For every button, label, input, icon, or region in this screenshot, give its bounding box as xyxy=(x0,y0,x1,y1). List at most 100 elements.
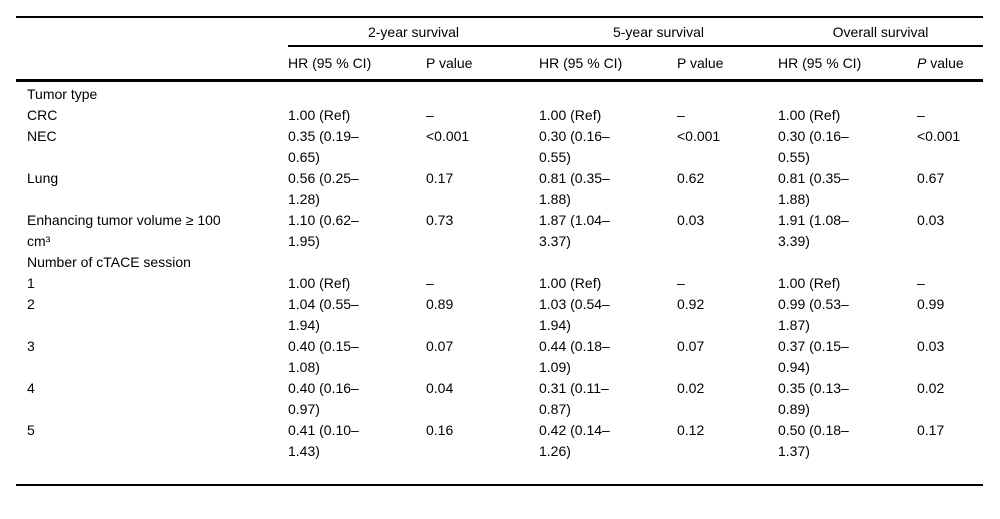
row-label: Tumor type xyxy=(27,86,98,102)
hr-ci-cell: 0.81 (0.35– 1.88) xyxy=(539,170,610,207)
hr-ci-cell: 0.50 (0.18– 1.37) xyxy=(778,420,917,486)
row-label: CRC xyxy=(27,107,58,123)
row-label: NEC xyxy=(27,128,57,144)
subheader-pvalue-2yr: P value xyxy=(426,46,539,82)
hr-ci-cell: 1.04 (0.55– 1.94) xyxy=(288,296,359,333)
hr-ci-cell: 0.41 (0.10– 1.43) xyxy=(288,420,426,486)
data-row: CRC 1.00 (Ref) – 1.00 (Ref) – 1.00 (Ref) – xyxy=(16,105,983,126)
hr-ci-cell: 0.35 (0.13– 0.89) xyxy=(778,380,849,417)
p-value-cell: 0.16 xyxy=(426,420,539,486)
data-row: 3 0.40 (0.15– 1.08) 0.07 0.44 (0.18– 1.09) 0… xyxy=(16,336,983,378)
p-value-cell: 0.02 xyxy=(917,380,945,396)
p-value-cell: – xyxy=(426,107,434,123)
p-value-cell xyxy=(426,81,539,106)
data-row: Enhancing tumor volume ≥ 100 cm³ 1.10 (0.… xyxy=(16,210,983,252)
p-value-cell: 0.02 xyxy=(677,380,705,396)
hr-ci-cell: 1.00 (Ref) xyxy=(778,107,841,123)
p-value-cell: 0.07 xyxy=(426,338,454,354)
row-label: 4 xyxy=(27,380,35,396)
p-value-cell xyxy=(917,252,983,273)
subheader-pvalue-5yr: P value xyxy=(677,46,778,82)
hr-ci-cell: 1.10 (0.62– 1.95) xyxy=(288,212,359,249)
data-row: Lung 0.56 (0.25– 1.28) 0.17 0.81 (0.35– 1.8… xyxy=(16,168,983,210)
p-value-cell: 0.03 xyxy=(917,212,945,228)
p-value-cell: 0.03 xyxy=(677,212,705,228)
p-value-cell: – xyxy=(677,107,685,123)
row-label: Lung xyxy=(27,170,59,186)
hr-ci-cell: 1.03 (0.54– 1.94) xyxy=(539,296,610,333)
p-value-cell: 0.89 xyxy=(426,296,454,312)
p-value-cell: 0.62 xyxy=(677,170,705,186)
data-row: 4 0.40 (0.16– 0.97) 0.04 0.31 (0.11– 0.87) 0… xyxy=(16,378,983,420)
hr-ci-cell: 0.37 (0.15– 0.94) xyxy=(778,338,849,375)
subheader-hr-2yr: HR (95 % CI) xyxy=(288,46,426,82)
section-header-row: Number of cTACE session xyxy=(16,252,983,273)
hr-ci-cell: 0.40 (0.15– 1.08) xyxy=(288,338,359,375)
data-row: 5 0.41 (0.10– 1.43) 0.16 0.42 (0.14– 1.26) 0… xyxy=(16,420,984,486)
row-label: 2 xyxy=(27,296,35,312)
p-value-cell: 0.92 xyxy=(677,296,705,312)
p-value-cell: 0.17 xyxy=(917,420,984,486)
group-header-row: 2-year survival 5-year survival Overall … xyxy=(16,17,984,47)
p-value-cell: – xyxy=(426,275,434,291)
p-value-cell: <0.001 xyxy=(677,128,721,144)
p-value-cell: 0.03 xyxy=(917,338,945,354)
hr-ci-cell: 0.81 (0.35– 1.88) xyxy=(778,170,849,207)
row-label: 3 xyxy=(27,338,35,354)
p-value-cell: 0.07 xyxy=(677,338,705,354)
p-value-cell xyxy=(677,81,778,106)
data-row: 1 1.00 (Ref) – 1.00 (Ref) – 1.00 (Ref) – xyxy=(16,273,983,294)
hr-ci-cell xyxy=(288,252,426,273)
hr-ci-cell xyxy=(778,81,917,106)
p-value-cell: 0.67 xyxy=(917,170,945,186)
hr-ci-cell: 0.40 (0.16– 0.97) xyxy=(288,380,359,417)
hr-ci-cell xyxy=(539,252,677,273)
p-value-cell: 0.17 xyxy=(426,170,454,186)
subheader-hr-5yr: HR (95 % CI) xyxy=(539,46,677,82)
p-value-cell xyxy=(677,252,778,273)
hr-ci-cell: 1.00 (Ref) xyxy=(539,275,602,291)
subheader-hr-overall: HR (95 % CI) xyxy=(778,46,917,82)
hr-ci-cell: 1.00 (Ref) xyxy=(288,107,351,123)
hr-ci-cell: 0.35 (0.19– 0.65) xyxy=(288,128,359,165)
row-label: 1 xyxy=(27,275,35,291)
hr-ci-cell xyxy=(539,81,677,106)
table-body: Tumor type CRC 1.00 (Ref) – 1.00 (Ref) – 1.00 … xyxy=(16,81,984,486)
survival-hazard-ratio-table: 2-year survival 5-year survival Overall … xyxy=(16,16,984,486)
hr-ci-cell: 0.30 (0.16– 0.55) xyxy=(778,128,849,165)
hr-ci-cell: 1.91 (1.08– 3.39) xyxy=(778,212,849,249)
corner-cell xyxy=(16,46,288,82)
row-label: Enhancing tumor volume ≥ 100 cm³ xyxy=(27,212,221,249)
p-value-cell: 0.73 xyxy=(426,212,454,228)
hr-ci-cell: 0.30 (0.16– 0.55) xyxy=(539,128,610,165)
p-value-cell xyxy=(426,252,539,273)
hr-ci-cell: 0.44 (0.18– 1.09) xyxy=(539,338,610,375)
hr-ci-cell: 0.42 (0.14– 1.26) xyxy=(539,420,677,486)
section-header-row: Tumor type xyxy=(16,81,983,106)
sub-header-row: HR (95 % CI) P value HR (95 % CI) P valu… xyxy=(16,46,984,82)
data-row: 2 1.04 (0.55– 1.94) 0.89 1.03 (0.54– 1.94) 0… xyxy=(16,294,983,336)
hr-ci-cell: 0.31 (0.11– 0.87) xyxy=(539,380,609,417)
p-value-cell: – xyxy=(677,275,685,291)
row-label: 5 xyxy=(16,420,288,486)
hr-ci-cell: 0.56 (0.25– 1.28) xyxy=(288,170,359,207)
p-value-cell xyxy=(917,81,983,106)
p-value-cell: <0.001 xyxy=(426,128,470,144)
p-value-cell: 0.99 xyxy=(917,296,945,312)
p-value-cell: – xyxy=(917,275,925,291)
hr-ci-cell xyxy=(288,81,426,106)
col-group-overall-survival: Overall survival xyxy=(778,17,984,47)
p-value-cell: 0.12 xyxy=(677,420,778,486)
col-group-5-year-survival: 5-year survival xyxy=(539,17,778,47)
hr-ci-cell: 1.00 (Ref) xyxy=(539,107,602,123)
hr-ci-cell xyxy=(778,252,917,273)
p-value-cell: 0.04 xyxy=(426,380,454,396)
hr-ci-cell: 1.00 (Ref) xyxy=(778,275,841,291)
col-group-2-year-survival: 2-year survival xyxy=(288,17,539,47)
row-label: Number of cTACE session xyxy=(27,254,191,270)
p-value-cell: <0.001 xyxy=(917,128,961,144)
hr-ci-cell: 1.00 (Ref) xyxy=(288,275,351,291)
p-value-cell: – xyxy=(917,107,925,123)
corner-cell xyxy=(16,17,288,46)
subheader-pvalue-overall: P value xyxy=(917,46,984,82)
